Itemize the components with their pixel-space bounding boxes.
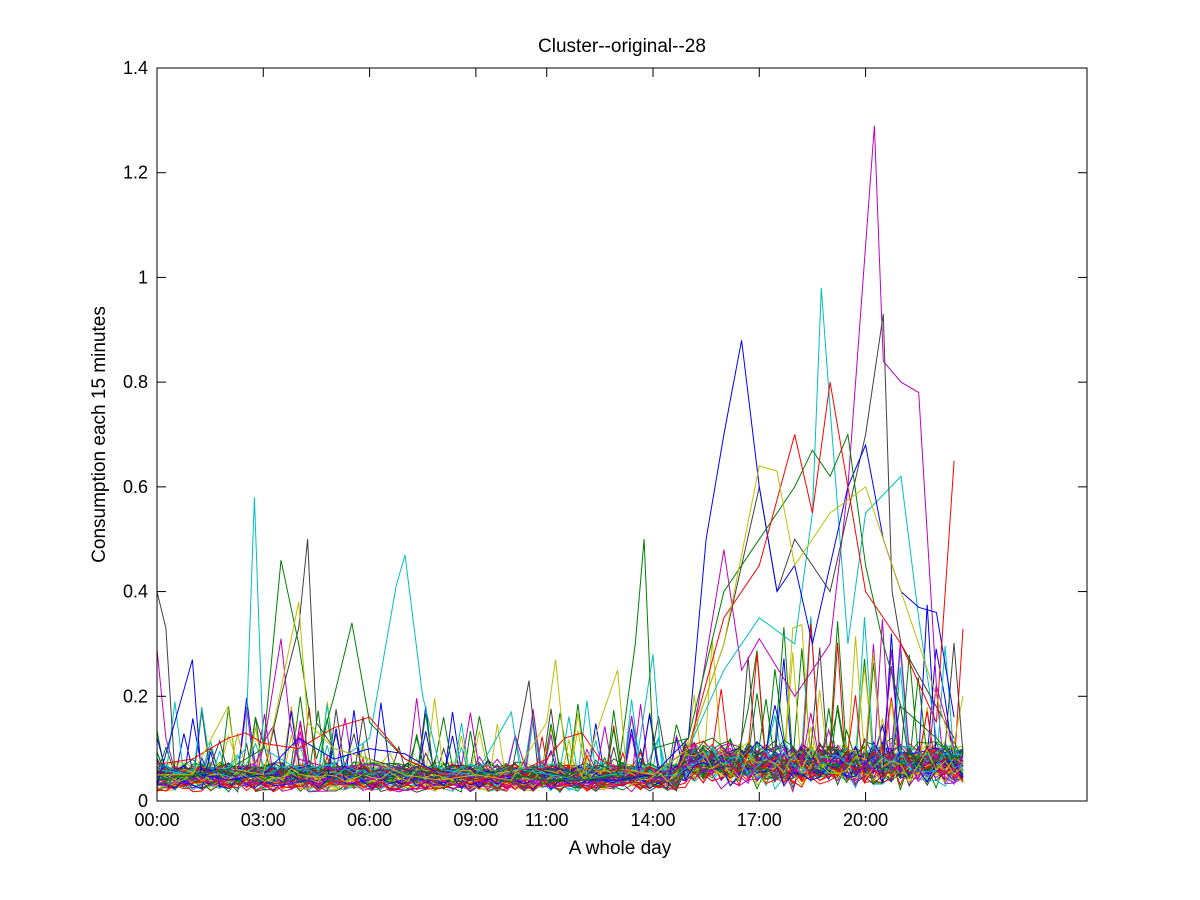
background-profile-line — [156, 725, 964, 793]
x-tick-label: 17:00 — [737, 810, 782, 830]
plot-lines — [156, 125, 964, 794]
axes-box — [156, 67, 1088, 802]
x-tick-label: 20:00 — [843, 810, 888, 830]
y-tick-label: 1.2 — [123, 163, 148, 183]
x-tick-label: 03:00 — [241, 810, 286, 830]
y-axis-label: Consumption each 15 minutes — [89, 306, 110, 563]
series-line — [157, 465, 955, 781]
background-profile-line — [156, 723, 964, 791]
series-line — [156, 382, 955, 781]
y-tick-label: 1 — [138, 267, 148, 287]
background-profile-line — [156, 642, 964, 779]
x-tick-label: 09:00 — [453, 810, 498, 830]
background-profile-line — [156, 720, 964, 786]
y-tick-label: 0.2 — [123, 686, 148, 706]
x-axis-ticks: 00:00 03:00 06:00 09:00 11:00 14:00 17:00 20:00 — [134, 68, 888, 830]
x-tick-label: 14:00 — [630, 810, 675, 830]
x-tick-label: 00:00 — [134, 810, 179, 830]
series-line — [156, 432, 955, 781]
y-tick-label: 0.8 — [123, 372, 148, 392]
chart-title: Cluster--original--28 — [538, 36, 706, 57]
x-tick-label: 06:00 — [347, 810, 392, 830]
y-tick-label: 0 — [138, 791, 148, 811]
y-axis-ticks: 0 0.2 0.4 0.6 0.8 1 1.2 1.4 — [123, 58, 1087, 811]
background-profile-line — [156, 619, 964, 791]
background-profile-line — [156, 710, 964, 785]
y-tick-label: 1.4 — [123, 58, 148, 78]
x-tick-label: 11:00 — [525, 810, 569, 830]
x-axis-label: A whole day — [569, 838, 672, 859]
y-tick-label: 0.6 — [123, 477, 148, 497]
y-tick-label: 0.4 — [123, 582, 148, 602]
background-profile-line — [156, 745, 964, 781]
